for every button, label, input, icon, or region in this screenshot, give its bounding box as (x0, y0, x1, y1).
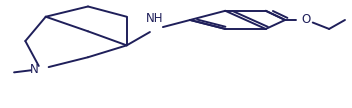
Text: NH: NH (146, 12, 164, 25)
Text: O: O (302, 14, 311, 26)
Text: N: N (30, 63, 39, 76)
